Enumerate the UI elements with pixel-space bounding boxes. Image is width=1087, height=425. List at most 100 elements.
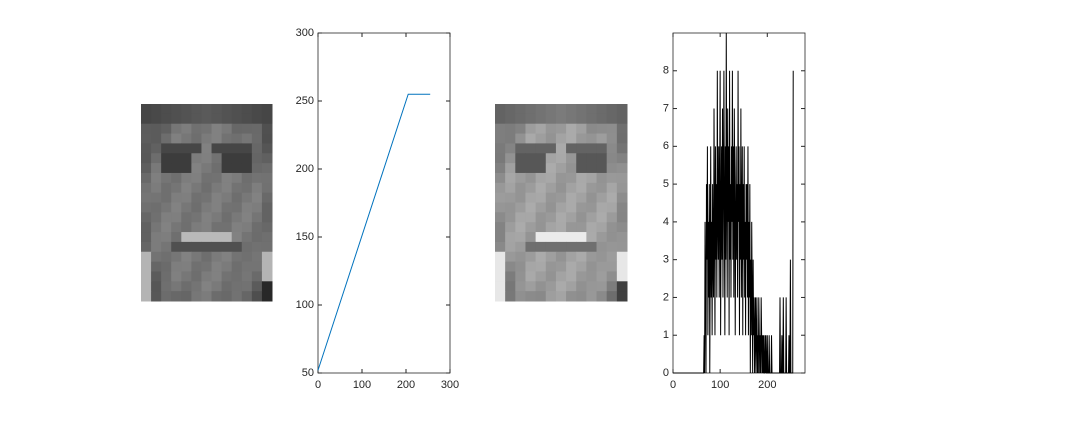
pixel <box>545 251 557 263</box>
pixel <box>241 123 253 135</box>
pixel <box>535 133 547 144</box>
x-tick-label: 0 <box>315 379 321 391</box>
pixel <box>251 113 263 125</box>
pixel <box>606 123 618 135</box>
pixel <box>151 261 162 272</box>
pixel <box>535 172 547 184</box>
pixel <box>555 143 567 154</box>
pixel <box>616 113 628 125</box>
pixel <box>201 113 213 125</box>
pixel <box>606 281 618 292</box>
pixel <box>141 113 152 125</box>
pixel <box>596 271 608 282</box>
pixel <box>505 241 516 253</box>
pixel <box>231 281 243 292</box>
pixel <box>141 172 152 184</box>
pixel <box>555 271 567 282</box>
pixel <box>261 172 273 184</box>
pixel <box>261 281 273 292</box>
pixel <box>576 202 587 213</box>
pixel <box>261 123 273 135</box>
pixel <box>171 222 182 233</box>
pixel <box>525 113 537 125</box>
pixel <box>586 281 598 292</box>
pixel <box>596 212 608 223</box>
pixel <box>616 232 628 243</box>
pixel <box>616 133 628 144</box>
pixel <box>211 261 223 272</box>
pixel <box>495 232 506 243</box>
pixel <box>566 291 577 302</box>
pixel <box>161 113 172 125</box>
y-tick-label: 2 <box>663 291 669 303</box>
pixel <box>616 212 628 223</box>
pixel <box>221 133 233 144</box>
pixel <box>221 172 233 184</box>
pixel <box>555 261 567 272</box>
pixel <box>141 281 152 292</box>
pixel <box>161 202 172 213</box>
pixel <box>495 291 506 302</box>
pixel <box>495 104 506 115</box>
pixel <box>251 281 263 292</box>
pixel <box>545 172 557 184</box>
pixel <box>221 281 233 292</box>
pixel <box>221 251 233 263</box>
pixel <box>151 291 162 302</box>
pixel <box>555 163 567 174</box>
pixel <box>181 271 192 282</box>
pixel <box>535 212 547 223</box>
pixel <box>505 202 516 213</box>
pixel <box>535 291 547 302</box>
pixel <box>141 202 152 213</box>
pixel <box>515 104 526 115</box>
pixel <box>535 232 547 243</box>
pixel <box>151 271 162 282</box>
pixel <box>231 133 243 144</box>
pixel <box>545 212 557 223</box>
pixel <box>616 104 628 115</box>
pixel <box>515 222 526 233</box>
pixel <box>141 222 152 233</box>
pixel <box>505 133 516 144</box>
pixel <box>606 143 618 154</box>
pixel <box>495 172 506 184</box>
pixel <box>171 123 182 135</box>
pixel <box>191 123 202 135</box>
pixel <box>141 241 152 253</box>
pixel <box>221 212 233 223</box>
pixel <box>151 232 162 243</box>
pixel <box>515 261 526 272</box>
pixel <box>616 251 628 263</box>
pixel <box>495 281 506 292</box>
pixel <box>566 222 577 233</box>
y-tick-label: 0 <box>663 367 669 379</box>
pixel <box>141 261 152 272</box>
y-tick-label: 7 <box>663 102 669 114</box>
pixel <box>505 212 516 223</box>
pixel <box>241 222 253 233</box>
pixel <box>586 212 598 223</box>
pixel <box>495 212 506 223</box>
pixel <box>241 241 253 253</box>
pixel <box>171 261 182 272</box>
pixel <box>586 153 598 164</box>
pixel <box>141 123 152 135</box>
pixel <box>231 202 243 213</box>
pixel <box>181 222 192 233</box>
pixel <box>505 153 516 164</box>
pixel <box>525 261 537 272</box>
pixel <box>586 113 598 125</box>
pixel <box>231 222 243 233</box>
pixel <box>191 261 202 272</box>
pixel <box>515 271 526 282</box>
pixel <box>515 123 526 135</box>
pixel <box>151 153 162 164</box>
pixel <box>535 241 547 253</box>
pixel <box>211 232 223 243</box>
pixel <box>231 123 243 135</box>
pixel <box>566 123 577 135</box>
pixel <box>505 281 516 292</box>
pixel <box>211 123 223 135</box>
pixel <box>231 172 243 184</box>
